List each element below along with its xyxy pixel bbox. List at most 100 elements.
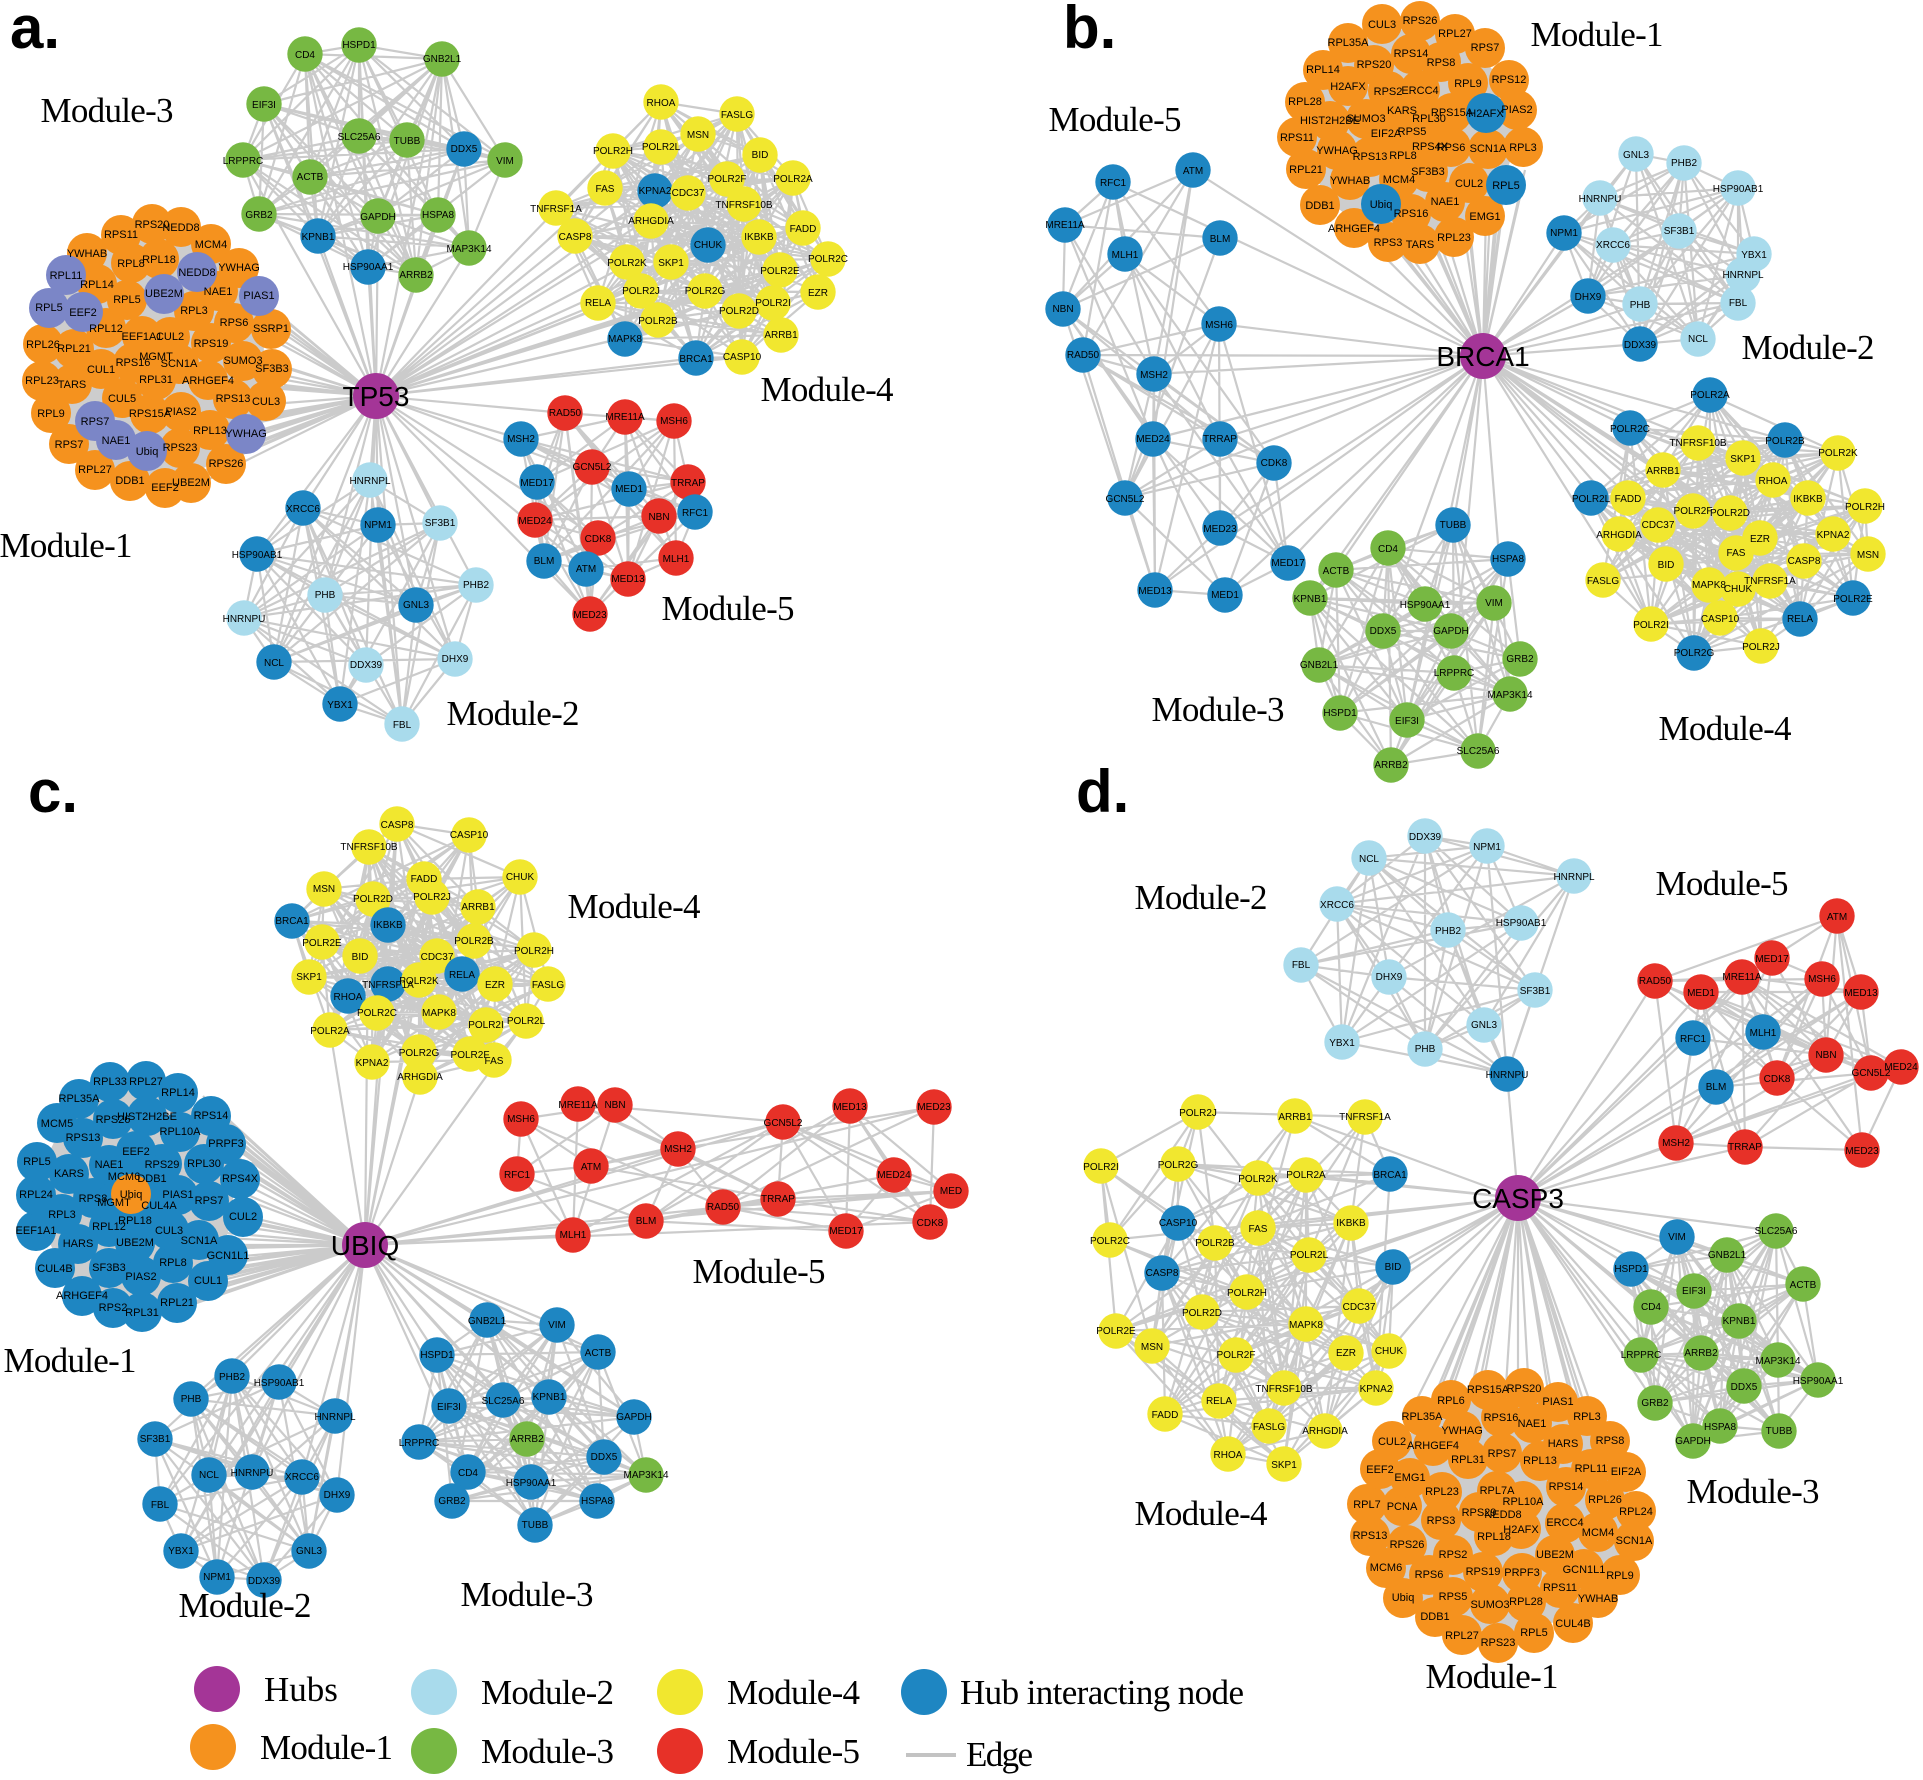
svg-text:MSN: MSN xyxy=(1857,550,1879,561)
svg-text:ATM: ATM xyxy=(1827,912,1847,923)
svg-text:ATM: ATM xyxy=(1183,166,1203,177)
svg-text:MED24: MED24 xyxy=(518,516,552,527)
svg-text:HNRNPL: HNRNPL xyxy=(314,1412,356,1423)
svg-text:POLR2E: POLR2E xyxy=(1833,594,1873,605)
svg-text:RFC1: RFC1 xyxy=(682,508,709,519)
svg-text:CUL1: CUL1 xyxy=(194,1275,222,1287)
svg-text:KPNB1: KPNB1 xyxy=(1723,1316,1756,1327)
svg-text:DHX9: DHX9 xyxy=(1575,292,1602,303)
svg-text:FADD: FADD xyxy=(411,874,438,885)
svg-text:FAS: FAS xyxy=(596,184,615,195)
svg-text:EMG1: EMG1 xyxy=(1469,211,1500,223)
svg-text:Module-4: Module-4 xyxy=(1135,1494,1268,1533)
svg-text:MED1: MED1 xyxy=(1687,988,1715,999)
svg-text:FAS: FAS xyxy=(1249,1224,1268,1235)
svg-text:VIM: VIM xyxy=(496,156,514,167)
svg-text:MSH6: MSH6 xyxy=(1808,974,1836,985)
svg-text:ARHGDIA: ARHGDIA xyxy=(397,1072,443,1083)
svg-text:TNFRSF10B: TNFRSF10B xyxy=(340,842,398,853)
svg-text:DDB1: DDB1 xyxy=(1420,1611,1449,1623)
svg-text:SSRP1: SSRP1 xyxy=(253,323,289,335)
svg-text:H2AFX: H2AFX xyxy=(1503,1524,1539,1536)
svg-text:SUMO3: SUMO3 xyxy=(223,355,262,367)
svg-text:RPL14: RPL14 xyxy=(80,279,114,291)
svg-text:FBL: FBL xyxy=(393,720,412,731)
svg-text:HARS: HARS xyxy=(1548,1438,1579,1450)
svg-text:POLR2H: POLR2H xyxy=(593,146,633,157)
svg-text:NCL: NCL xyxy=(264,658,284,669)
svg-text:Module-1: Module-1 xyxy=(0,526,133,565)
svg-text:RPS5: RPS5 xyxy=(1439,1591,1468,1603)
svg-text:Module-1: Module-1 xyxy=(1531,15,1664,54)
svg-text:EIF3I: EIF3I xyxy=(437,1402,461,1413)
svg-text:POLR2D: POLR2D xyxy=(353,894,393,905)
svg-text:MCM5: MCM5 xyxy=(41,1118,73,1130)
svg-text:RPL8: RPL8 xyxy=(117,258,145,270)
svg-text:GNB2L1: GNB2L1 xyxy=(1300,660,1339,671)
svg-text:Module-4: Module-4 xyxy=(761,370,894,409)
svg-text:NAE1: NAE1 xyxy=(1518,1418,1547,1430)
svg-text:IKBKB: IKBKB xyxy=(373,920,403,931)
svg-text:RPL13: RPL13 xyxy=(1523,1455,1557,1467)
svg-text:TNFRSF1A: TNFRSF1A xyxy=(1744,576,1796,587)
svg-text:PIAS1: PIAS1 xyxy=(162,1189,193,1201)
svg-text:RPS29: RPS29 xyxy=(1462,1507,1497,1519)
svg-text:LRPPRC: LRPPRC xyxy=(1434,668,1475,679)
svg-text:SCN1A: SCN1A xyxy=(1470,143,1507,155)
svg-text:TNFRSF10B: TNFRSF10B xyxy=(715,200,773,211)
svg-text:CUL3: CUL3 xyxy=(1368,19,1396,31)
svg-text:GAPDH: GAPDH xyxy=(1675,1436,1711,1447)
svg-text:MED: MED xyxy=(940,1186,962,1197)
svg-text:KPNA2: KPNA2 xyxy=(1360,1384,1393,1395)
svg-text:POLR2E: POLR2E xyxy=(760,266,800,277)
svg-text:RPL35A: RPL35A xyxy=(1402,1411,1444,1423)
svg-text:SKP1: SKP1 xyxy=(658,258,684,269)
svg-text:RPS14: RPS14 xyxy=(1549,1481,1584,1493)
svg-text:Edge: Edge xyxy=(966,1735,1033,1774)
svg-text:Ubiq: Ubiq xyxy=(1392,1592,1415,1604)
svg-text:MED17: MED17 xyxy=(520,478,554,489)
svg-text:NPM1: NPM1 xyxy=(1550,228,1578,239)
svg-text:RPS13: RPS13 xyxy=(66,1132,101,1144)
svg-text:NCL: NCL xyxy=(1359,854,1379,865)
svg-text:CUL2: CUL2 xyxy=(1455,178,1483,190)
svg-text:Ubiq: Ubiq xyxy=(120,1189,143,1201)
svg-text:RPL3: RPL3 xyxy=(1573,1411,1601,1423)
svg-text:TRRAP: TRRAP xyxy=(761,1194,795,1205)
svg-text:POLR2D: POLR2D xyxy=(1182,1308,1222,1319)
svg-text:RPS6: RPS6 xyxy=(220,317,249,329)
svg-text:PCNA: PCNA xyxy=(1387,1501,1418,1513)
svg-text:POLR2E: POLR2E xyxy=(302,938,342,949)
svg-text:POLR2H: POLR2H xyxy=(1845,502,1885,513)
svg-text:ARHGDIA: ARHGDIA xyxy=(1302,1426,1348,1437)
svg-text:RPL27: RPL27 xyxy=(1438,28,1472,40)
svg-text:HSPA8: HSPA8 xyxy=(581,1496,613,1507)
svg-text:NEDD8: NEDD8 xyxy=(178,267,215,279)
svg-text:ARRB1: ARRB1 xyxy=(1278,1112,1312,1123)
svg-text:Module-5: Module-5 xyxy=(662,589,795,628)
svg-text:MSN: MSN xyxy=(313,884,335,895)
svg-text:SLC25A6: SLC25A6 xyxy=(1457,746,1500,757)
svg-text:RPL21: RPL21 xyxy=(57,343,91,355)
svg-text:MRE11A: MRE11A xyxy=(558,1100,598,1111)
svg-text:Module-3: Module-3 xyxy=(41,91,174,130)
svg-text:UBE2M: UBE2M xyxy=(145,288,183,300)
svg-text:RPL31: RPL31 xyxy=(139,374,173,386)
svg-text:CHUK: CHUK xyxy=(506,872,535,883)
svg-text:YWHAG: YWHAG xyxy=(218,262,260,274)
svg-text:PIAS2: PIAS2 xyxy=(1501,104,1532,116)
svg-text:CHUK: CHUK xyxy=(694,240,723,251)
svg-text:YBX1: YBX1 xyxy=(1329,1038,1355,1049)
svg-text:EIF2A: EIF2A xyxy=(1371,128,1402,140)
svg-text:RPL26: RPL26 xyxy=(26,339,60,351)
svg-text:RPL7A: RPL7A xyxy=(1480,1485,1516,1497)
svg-text:MED23: MED23 xyxy=(1203,524,1237,535)
svg-text:MAP3K14: MAP3K14 xyxy=(1487,690,1532,701)
svg-text:RPS23: RPS23 xyxy=(1481,1637,1516,1649)
svg-text:HSP90AB1: HSP90AB1 xyxy=(254,1378,305,1389)
svg-text:EIF3I: EIF3I xyxy=(1682,1286,1706,1297)
svg-text:VIM: VIM xyxy=(1485,598,1503,609)
svg-text:POLR2L: POLR2L xyxy=(1572,494,1611,505)
svg-text:GNL3: GNL3 xyxy=(1471,1020,1498,1031)
svg-text:SUMO3: SUMO3 xyxy=(1346,113,1385,125)
